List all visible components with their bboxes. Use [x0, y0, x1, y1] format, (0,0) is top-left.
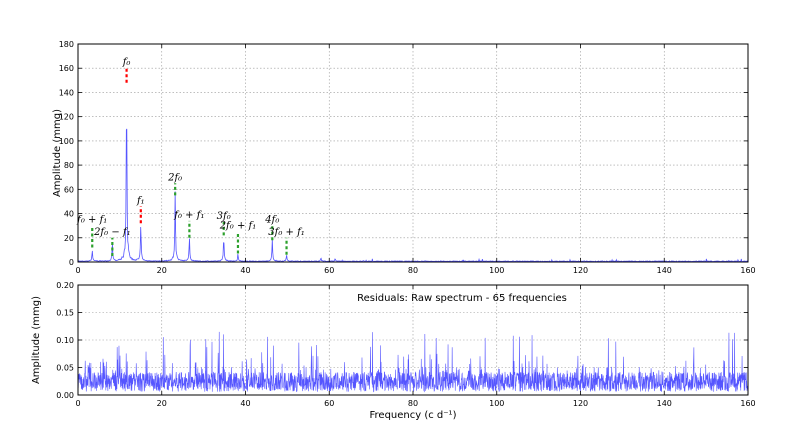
x-tick-label: 140 [657, 399, 672, 408]
peak-label: 3f₀ [217, 211, 231, 222]
y-tick-label: 80 [64, 161, 74, 170]
y-tick-label: 0.15 [56, 309, 74, 318]
x-tick-label: 40 [240, 266, 250, 275]
x-tick-label: 120 [573, 266, 588, 275]
y-tick-label: 0.10 [56, 336, 74, 345]
residuals-annotation: Residuals: Raw spectrum - 65 frequencies [357, 293, 567, 304]
y-tick-label: 0.00 [56, 391, 74, 400]
x-tick-label: 60 [324, 266, 334, 275]
bottom-y-ticks: 0.00 0.05 0.10 0.15 0.20 [56, 281, 748, 400]
x-tick-label: 140 [657, 266, 672, 275]
top-y-ticks: 0 20 40 60 80 100 120 140 160 180 [59, 40, 748, 267]
peak-label: 4f₀ [264, 215, 279, 226]
y-tick-label: 0.05 [56, 364, 74, 373]
x-tick-label: 60 [324, 399, 334, 408]
y-tick-label: 160 [59, 64, 74, 73]
x-tick-label: 0 [75, 399, 80, 408]
y-tick-label: 100 [59, 137, 74, 146]
peak-label: 3f₀ + f₁ [268, 227, 305, 238]
y-tick-label: 60 [64, 185, 74, 194]
y-tick-label: 0 [69, 258, 74, 267]
bottom-panel: 0 20 40 60 80 100 120 140 160 0.000.050.100.150.… [31, 281, 756, 421]
peak-label: 2f₀ [167, 172, 182, 183]
x-tick-label: 40 [240, 399, 250, 408]
y-tick-label: 0.20 [56, 281, 74, 290]
y-tick-label: 140 [59, 88, 74, 97]
residual-spectrum-line [77, 331, 749, 393]
peak-label: f₀ + f₁ [173, 210, 204, 221]
peak-label: 2f₀ + f₁ [219, 221, 257, 232]
x-tick-label: 100 [489, 266, 504, 275]
y-tick-label: 20 [64, 234, 74, 243]
x-tick-label: 100 [489, 399, 504, 408]
x-tick-label: 20 [157, 399, 167, 408]
peak-label: f₀ [122, 57, 131, 68]
x-tick-label: 80 [408, 266, 418, 275]
x-tick-label: 0 [75, 266, 80, 275]
peak-label: 2f₀ − f₁ [93, 227, 131, 238]
y-tick-label: 180 [59, 40, 74, 49]
bottom-y-axis-label: Amplitude (mmg) [31, 296, 42, 384]
bottom-x-ticks: 0 20 40 60 80 100 120 140 160 [75, 285, 756, 408]
peak-label: f₁ [136, 195, 145, 206]
residual-spectrum-path [77, 331, 749, 393]
x-tick-label: 20 [157, 266, 167, 275]
x-axis-label: Frequency (c d⁻¹) [370, 410, 457, 421]
top-x-ticks: 0 20 40 60 80 100 120 140 160 [75, 44, 756, 275]
peak-label: f₀ + f₁ [76, 215, 107, 226]
y-tick-label: 40 [64, 210, 74, 219]
x-tick-label: 160 [740, 266, 755, 275]
x-tick-label: 120 [573, 399, 588, 408]
x-tick-label: 80 [408, 399, 418, 408]
y-tick-label: 120 [59, 113, 74, 122]
x-tick-label: 160 [740, 399, 755, 408]
top-y-axis-label: Amplitude (mmg) [52, 109, 63, 197]
